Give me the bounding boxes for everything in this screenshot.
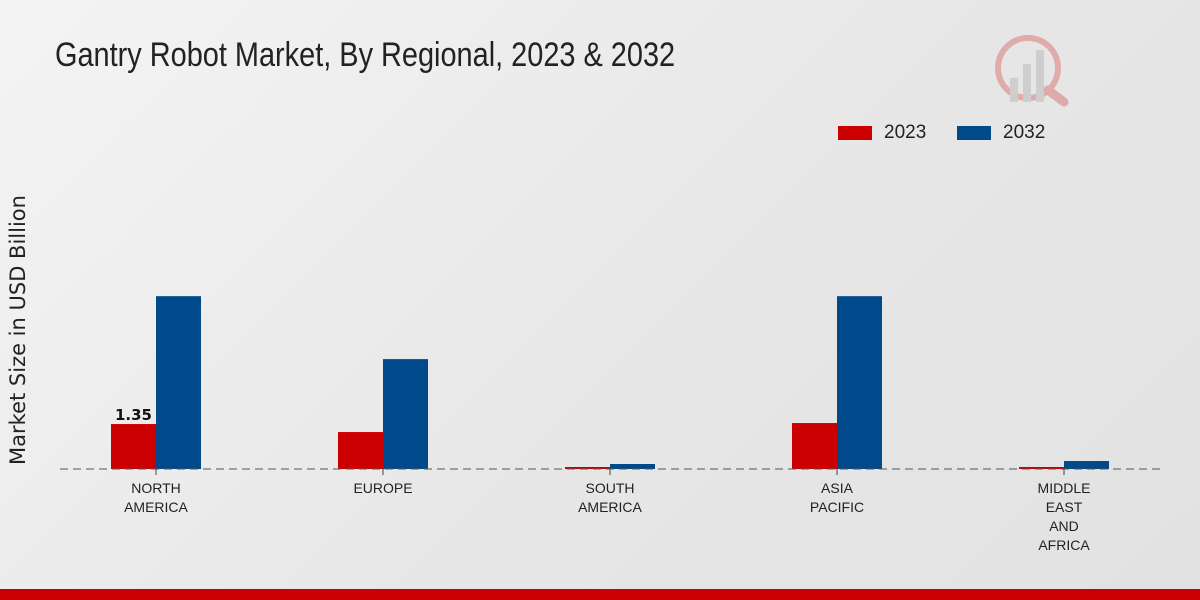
x-tick-label-4: EAST: [1046, 499, 1083, 515]
footer-bar: [0, 589, 1200, 600]
bar-2023-2: [565, 467, 610, 469]
bar-2032-1: [383, 359, 428, 469]
x-tick-label-0: AMERICA: [124, 499, 188, 515]
legend-swatch-2023: [838, 126, 872, 140]
data-label: 1.35: [115, 406, 152, 424]
legend-item-2032: 2032: [957, 122, 1045, 144]
bar-2023-1: [338, 432, 383, 469]
x-tick-label-4: AND: [1049, 518, 1079, 534]
x-tick-label-4: AFRICA: [1038, 537, 1090, 553]
x-tick-label-1: EUROPE: [353, 480, 412, 496]
x-tick-label-2: AMERICA: [578, 499, 642, 515]
legend-label-2023: 2023: [884, 122, 927, 143]
bar-2032-3: [837, 296, 882, 469]
legend-swatch-2032: [957, 126, 991, 140]
x-tick-label-4: MIDDLE: [1038, 480, 1091, 496]
bar-2032-4: [1064, 461, 1109, 469]
legend-item-2023: 2023: [838, 122, 926, 144]
x-tick-label-0: NORTH: [131, 480, 181, 496]
bar-2032-2: [610, 464, 655, 469]
bar-2023-4: [1019, 467, 1064, 469]
legend-label-2032: 2032: [1003, 122, 1046, 143]
x-tick-label-3: PACIFIC: [810, 499, 864, 515]
bar-2023-3: [792, 423, 837, 469]
x-tick-label-2: SOUTH: [586, 480, 635, 496]
bar-2023-0: [111, 424, 156, 469]
chart-title: Gantry Robot Market, By Regional, 2023 &…: [55, 36, 676, 74]
x-tick-label-3: ASIA: [821, 480, 854, 496]
bar-2032-0: [156, 296, 201, 469]
